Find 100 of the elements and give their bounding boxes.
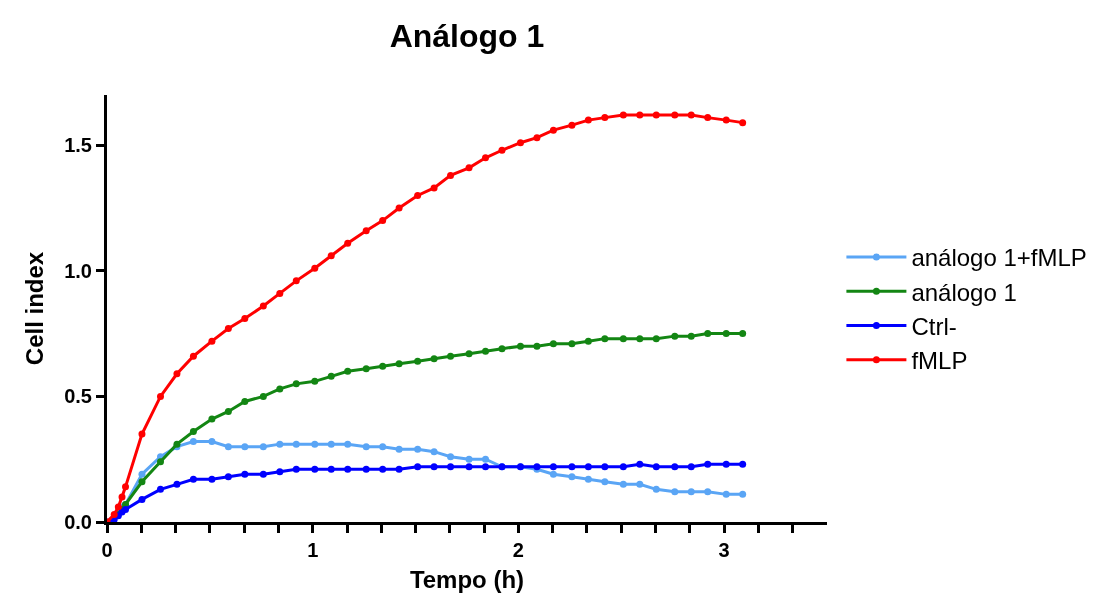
point <box>138 470 146 478</box>
point <box>344 440 352 448</box>
point <box>533 342 541 350</box>
point <box>189 475 197 483</box>
point <box>208 415 216 423</box>
point <box>344 465 352 473</box>
point <box>362 227 370 235</box>
point <box>224 443 232 451</box>
x-tick-label: 0 <box>101 539 113 561</box>
point <box>671 463 679 471</box>
point <box>465 455 473 463</box>
point <box>568 463 576 471</box>
chart-title: Análogo 1 <box>389 17 545 54</box>
point <box>482 347 490 355</box>
point <box>122 483 130 491</box>
point <box>208 337 216 345</box>
point <box>379 217 387 225</box>
point <box>362 465 370 473</box>
point <box>292 380 300 388</box>
point <box>704 488 712 496</box>
point <box>327 465 335 473</box>
point <box>601 463 609 471</box>
point <box>259 302 267 310</box>
point <box>636 460 644 468</box>
point <box>739 330 747 338</box>
point <box>722 490 730 498</box>
legend-label: análogo 1+fMLP <box>911 244 1087 272</box>
point <box>138 430 146 438</box>
point <box>482 463 490 471</box>
point <box>224 473 232 481</box>
point <box>189 428 197 436</box>
point <box>414 445 422 453</box>
point <box>311 377 319 385</box>
point <box>430 184 438 192</box>
point <box>722 460 730 468</box>
point <box>259 470 267 478</box>
point <box>549 463 557 471</box>
point <box>584 463 592 471</box>
point <box>584 116 592 124</box>
point <box>584 475 592 483</box>
point <box>173 480 181 488</box>
point <box>687 463 695 471</box>
point <box>465 164 473 172</box>
point <box>259 443 267 451</box>
point <box>241 397 249 405</box>
x-tick-label: 2 <box>512 539 524 561</box>
point <box>241 443 249 451</box>
point <box>601 478 609 486</box>
point <box>327 440 335 448</box>
point <box>344 367 352 375</box>
point <box>208 475 216 483</box>
point <box>414 357 422 365</box>
legend-label: análogo 1 <box>911 278 1017 306</box>
point <box>362 443 370 451</box>
point <box>549 340 557 348</box>
point <box>395 445 403 453</box>
point <box>533 134 541 142</box>
point <box>619 335 627 343</box>
point <box>652 335 660 343</box>
point <box>110 510 118 518</box>
point <box>636 480 644 488</box>
point <box>138 495 146 503</box>
point <box>118 493 126 501</box>
point <box>379 362 387 370</box>
point <box>671 111 679 119</box>
point <box>276 468 284 476</box>
point <box>414 191 422 199</box>
point <box>241 470 249 478</box>
point <box>362 365 370 373</box>
point <box>395 360 403 368</box>
point <box>722 330 730 338</box>
point <box>739 460 747 468</box>
point <box>344 239 352 247</box>
point <box>636 335 644 343</box>
x-axis-title: Tempo (h) <box>409 566 525 594</box>
point <box>498 345 506 353</box>
y-tick-label: 0.5 <box>64 385 92 408</box>
point <box>224 325 232 333</box>
point <box>156 458 164 466</box>
point <box>465 463 473 471</box>
point <box>430 463 438 471</box>
point <box>687 111 695 119</box>
point <box>447 463 455 471</box>
point <box>379 465 387 473</box>
point <box>395 204 403 212</box>
point <box>465 350 473 358</box>
legend-label: Ctrl- <box>911 312 957 340</box>
point <box>276 385 284 393</box>
point <box>722 116 730 124</box>
point <box>671 488 679 496</box>
point <box>156 392 164 400</box>
point <box>447 453 455 461</box>
point <box>636 111 644 119</box>
point <box>292 440 300 448</box>
point <box>652 463 660 471</box>
y-tick-label: 1.5 <box>64 134 92 157</box>
point <box>549 126 557 134</box>
point <box>687 332 695 340</box>
y-tick-label: 0.0 <box>64 511 92 533</box>
point <box>311 440 319 448</box>
